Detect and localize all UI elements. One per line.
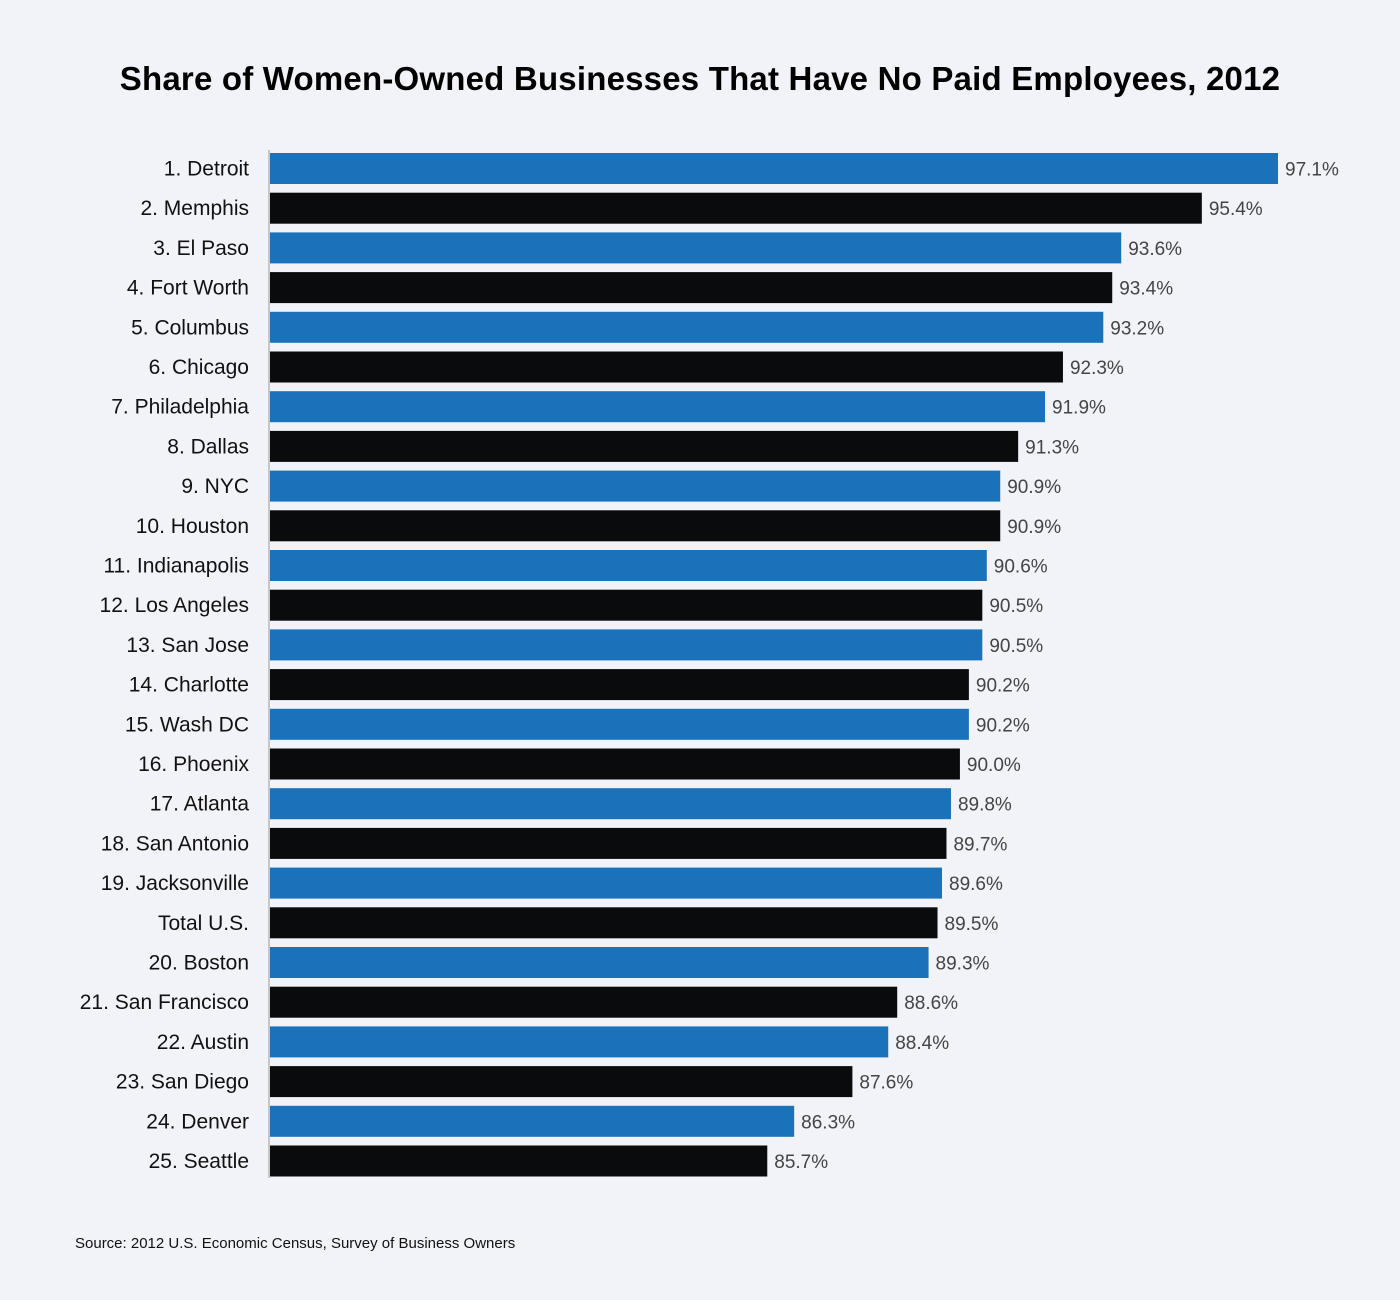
value-label: 88.4%	[895, 1033, 949, 1054]
bar	[270, 430, 1019, 462]
value-label: 93.6%	[1128, 239, 1182, 260]
category-label: 20. Boston	[149, 952, 249, 975]
category-label: 12. Los Angeles	[100, 594, 249, 617]
bar	[270, 391, 1046, 423]
value-label: 90.9%	[1007, 517, 1061, 538]
value-label: 87.6%	[859, 1073, 913, 1094]
bar	[270, 947, 929, 978]
value-label: 90.2%	[976, 676, 1030, 697]
chart-title: Share of Women-Owned Businesses That Hav…	[119, 60, 1281, 97]
bar	[270, 708, 969, 740]
category-label: 18. San Antonio	[101, 832, 249, 855]
bar	[270, 629, 983, 661]
bar	[270, 748, 960, 780]
value-label: 90.5%	[989, 596, 1043, 617]
source-note: Source: 2012 U.S. Economic Census, Surve…	[75, 1235, 516, 1252]
value-label: 89.5%	[945, 914, 999, 935]
bar	[270, 1145, 768, 1177]
value-label: 88.6%	[904, 993, 958, 1014]
value-label: 92.3%	[1070, 358, 1124, 379]
category-label: 4. Fort Worth	[127, 277, 249, 300]
value-label: 90.9%	[1007, 477, 1061, 498]
value-label: 91.3%	[1025, 437, 1079, 458]
bar	[270, 827, 947, 859]
bar	[270, 311, 1104, 343]
bar	[270, 192, 1202, 224]
bar	[270, 907, 938, 939]
value-label: 90.2%	[976, 715, 1030, 736]
bar	[270, 153, 1278, 184]
bar	[270, 510, 1001, 542]
bar	[270, 589, 983, 621]
value-label: 93.2%	[1110, 318, 1164, 339]
bar	[270, 867, 942, 899]
bar	[270, 470, 1001, 502]
category-label: 2. Memphis	[140, 197, 249, 220]
category-label: 19. Jacksonville	[101, 872, 249, 895]
bar	[270, 550, 987, 581]
bar	[270, 351, 1063, 383]
bar	[270, 232, 1122, 264]
category-label: 14. Charlotte	[129, 674, 249, 697]
category-label: 5. Columbus	[131, 316, 249, 339]
value-label: 86.3%	[801, 1112, 855, 1133]
value-label: 89.7%	[953, 834, 1007, 855]
value-label: 89.6%	[949, 874, 1003, 895]
category-label: 13. San Jose	[126, 634, 249, 657]
value-label: 93.4%	[1119, 279, 1173, 300]
category-label: 21. San Francisco	[80, 991, 249, 1014]
category-label: 17. Atlanta	[150, 793, 250, 816]
category-label: 10. Houston	[136, 515, 249, 538]
value-label: 85.7%	[774, 1152, 828, 1173]
bar	[270, 272, 1113, 304]
category-label: 6. Chicago	[149, 356, 249, 379]
category-label: Total U.S.	[158, 912, 249, 935]
bars-layer: 1. Detroit 97.1% 2. Memphis 95.4% 3. El Paso…	[80, 153, 1339, 1177]
category-label: 23. San Diego	[116, 1071, 249, 1094]
category-label: 8. Dallas	[167, 435, 249, 458]
value-label: 90.5%	[989, 636, 1043, 657]
category-label: 22. Austin	[157, 1031, 249, 1054]
bar	[270, 788, 951, 820]
category-label: 16. Phoenix	[138, 753, 249, 776]
category-label: 15. Wash DC	[125, 713, 249, 736]
bar	[270, 669, 969, 701]
category-label: 1. Detroit	[164, 158, 249, 181]
category-label: 7. Philadelphia	[111, 396, 249, 419]
category-label: 11. Indianapolis	[103, 555, 249, 578]
category-label: 3. El Paso	[153, 237, 249, 260]
value-label: 89.3%	[936, 954, 990, 975]
value-label: 95.4%	[1209, 199, 1263, 220]
value-label: 89.8%	[958, 795, 1012, 816]
category-label: 25. Seattle	[149, 1150, 249, 1173]
value-label: 97.1%	[1285, 160, 1339, 181]
bar	[270, 1026, 889, 1058]
bar	[270, 986, 898, 1018]
value-label: 90.0%	[967, 755, 1021, 776]
value-label: 90.6%	[994, 557, 1048, 578]
bar	[270, 1105, 795, 1137]
bar	[270, 1066, 853, 1098]
value-label: 91.9%	[1052, 398, 1106, 419]
category-label: 9. NYC	[181, 475, 249, 498]
category-label: 24. Denver	[146, 1110, 249, 1133]
